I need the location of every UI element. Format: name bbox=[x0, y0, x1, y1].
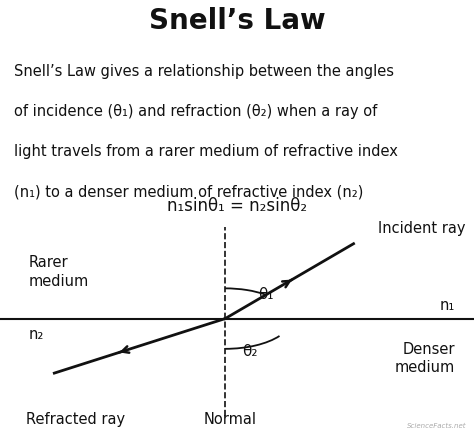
Text: n₁: n₁ bbox=[440, 298, 455, 313]
Text: (n₁) to a denser medium of refractive index (n₂): (n₁) to a denser medium of refractive in… bbox=[14, 184, 364, 199]
Text: θ₂: θ₂ bbox=[242, 343, 257, 359]
Text: n₂: n₂ bbox=[28, 327, 44, 342]
Text: ScienceFacts.net: ScienceFacts.net bbox=[407, 423, 467, 429]
Text: Snell’s Law gives a relationship between the angles: Snell’s Law gives a relationship between… bbox=[14, 64, 394, 79]
Text: Snell’s Law: Snell’s Law bbox=[149, 7, 325, 35]
Text: of incidence (θ₁) and refraction (θ₂) when a ray of: of incidence (θ₁) and refraction (θ₂) wh… bbox=[14, 104, 377, 119]
Text: light travels from a rarer medium of refractive index: light travels from a rarer medium of ref… bbox=[14, 144, 398, 159]
Text: Denser
medium: Denser medium bbox=[395, 342, 455, 375]
Text: Rarer
medium: Rarer medium bbox=[28, 255, 89, 289]
Text: Incident ray: Incident ray bbox=[378, 222, 465, 236]
Text: n₁sinθ₁ = n₂sinθ₂: n₁sinθ₁ = n₂sinθ₂ bbox=[167, 197, 307, 215]
Text: Refracted ray: Refracted ray bbox=[26, 412, 126, 426]
Text: θ₁: θ₁ bbox=[258, 287, 274, 302]
Text: Normal: Normal bbox=[203, 412, 256, 426]
